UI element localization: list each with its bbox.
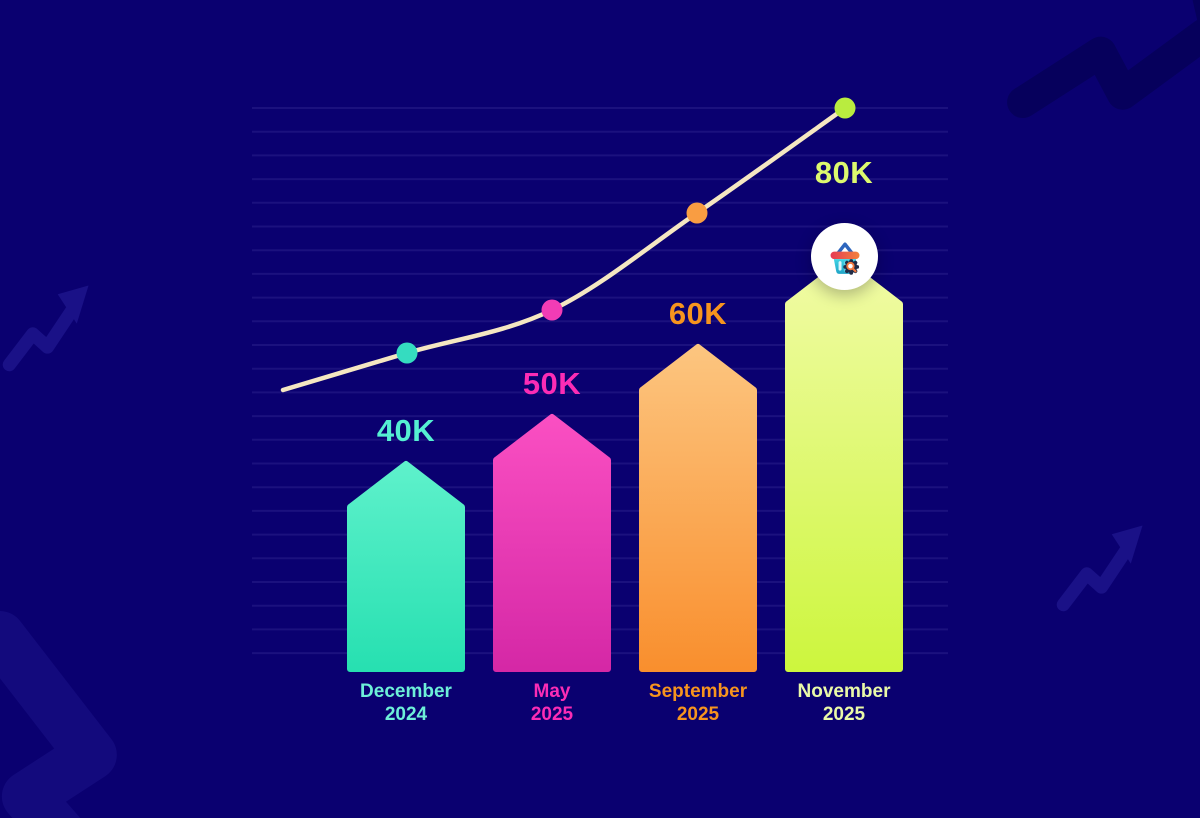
- trend-arrow-decoration-right-icon: [1056, 525, 1143, 612]
- trend-dot-80K: [834, 97, 856, 119]
- bar-80K: [785, 258, 903, 672]
- shopping-basket-gear-icon: [830, 241, 859, 275]
- trend-line: [280, 97, 856, 393]
- trend-dot-40K: [396, 342, 418, 364]
- bars: [347, 258, 903, 672]
- trend-line-path: [280, 105, 848, 393]
- bar-50K: [493, 414, 611, 672]
- trend-dot-60K: [686, 202, 708, 224]
- bar-40K: [347, 461, 465, 672]
- trend-arrow-decoration-bottom-left-icon: [0, 610, 161, 818]
- plugin-badge: [811, 223, 878, 290]
- bar-60K: [639, 344, 757, 672]
- trend-dot-50K: [541, 299, 563, 321]
- trend-arrow-decoration-left-icon: [2, 285, 89, 372]
- trend-arrow-decoration-top-right-icon: [1007, 0, 1200, 119]
